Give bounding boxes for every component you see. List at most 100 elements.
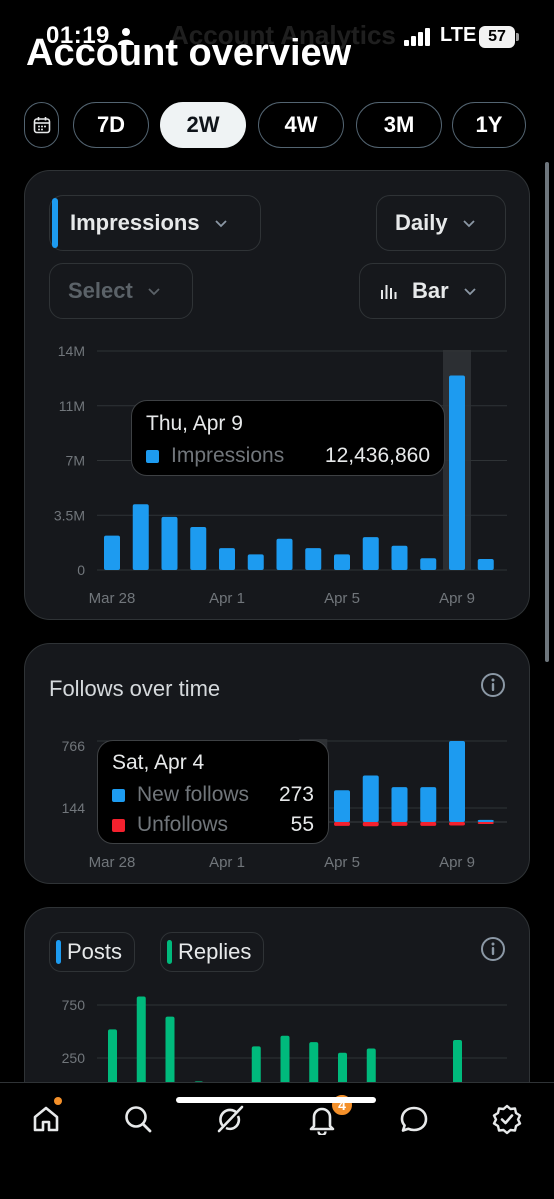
y-tick-label: 0 [77,562,85,578]
x-tick-label: Mar 28 [89,590,136,607]
home-icon [33,1106,59,1132]
y-tick-label: 14M [58,343,85,359]
impressions-tooltip: Thu, Apr 9 Impressions 12,436,860 [131,400,445,476]
follows-tooltip: Sat, Apr 4 New follows 273 Unfollows 55 [97,740,329,844]
chevron-down-icon [464,288,476,296]
impressions-bar [477,559,494,570]
page-heading: Account overview [26,38,352,74]
replies-bar [165,1016,175,1089]
tooltip-row-new-follows: New follows [112,783,249,807]
unfollows-bar [362,822,379,827]
nav-verified-button[interactable] [485,1097,529,1141]
y-tick-label: 3.5M [54,507,85,523]
y-tick-label: 750 [62,997,86,1013]
replies-accent [167,940,172,964]
search-icon [125,1106,152,1133]
impressions-bar [391,545,408,570]
nav-home-button[interactable] [24,1097,68,1141]
new-follows-bar [362,775,379,822]
new-follows-bar [477,819,494,822]
y-tick-label: 144 [62,800,86,816]
interval-dropdown-label: Daily [395,210,448,235]
home-indicator [176,1097,376,1103]
range-7d-button[interactable]: 7D [73,102,149,148]
chart-type-dropdown[interactable]: Bar [359,263,506,319]
info-icon[interactable] [480,672,506,698]
unfollows-bar [391,822,408,826]
home-notification-dot [54,1097,62,1105]
replies-bar [309,1042,319,1089]
x-tick-label: Mar 28 [89,854,136,871]
verified-badge-icon [492,1104,522,1135]
posts-replies-chart[interactable]: 750 250 [25,988,530,1188]
y-tick-label: 11M [59,398,85,414]
info-icon[interactable] [480,936,506,962]
replies-bar [251,1046,261,1089]
tooltip-value: 12,436,860 [324,444,430,467]
x-tick-label: Apr 1 [209,590,245,607]
status-bar: Account Analytics Account overview 01:19… [0,0,554,74]
tooltip-value: 55 [290,813,314,836]
impressions-swatch [146,449,159,463]
unfollows-swatch [112,818,125,832]
tooltip-label: Impressions [171,444,285,467]
follows-card: Follows over time 766 144 Mar 28 Apr 1 Apr 5… [24,643,530,884]
nav-messages-button[interactable] [392,1097,436,1141]
compare-dropdown[interactable]: Select [49,263,193,319]
impressions-bar [420,558,437,570]
tooltip-date: Thu, Apr 9 [146,412,243,435]
metric-accent [52,198,58,248]
x-tick-label: Apr 5 [324,590,360,607]
bar-chart-icon [381,285,397,299]
status-time: 01:19 [46,22,110,49]
replies-tag[interactable]: Replies [160,932,265,972]
y-tick-label: 766 [62,738,86,754]
new-follows-swatch [112,788,125,802]
impressions-bar [362,537,379,570]
chevron-down-icon [214,220,227,228]
person-icon [118,28,134,45]
impressions-card: Impressions Daily Select Bar 0 3.5M 7M 11M 1… [24,170,530,620]
new-follows-bar [334,790,350,822]
calendar-button[interactable] [24,102,59,148]
chevron-down-icon [148,288,160,296]
y-tick-label: 250 [62,1050,86,1066]
x-tick-label: Apr 9 [439,590,475,607]
calendar-icon [33,117,50,134]
range-1y-button[interactable]: 1Y [452,102,526,148]
posts-tag[interactable]: Posts [49,932,136,972]
metric-dropdown[interactable]: Impressions [49,195,261,251]
nav-notifications-button[interactable] [300,1097,344,1141]
range-4w-button[interactable]: 4W [258,102,344,148]
signal-icon [404,28,430,46]
battery-tip [516,33,519,41]
range-3m-button[interactable]: 3M [356,102,442,148]
nav-search-button[interactable] [116,1097,160,1141]
follows-card-title: Follows over time [49,676,221,701]
replies-bar [453,1039,462,1089]
nav-grok-button[interactable] [208,1097,252,1141]
new-follows-bar [449,741,465,822]
scrollbar[interactable] [545,162,549,662]
tooltip-row-unfollows: Unfollows [112,813,228,837]
new-follows-bar [420,787,437,822]
interval-dropdown[interactable]: Daily [376,195,506,251]
impressions-bar [276,538,293,570]
impressions-bar [104,535,120,570]
chevron-down-icon [462,220,475,228]
new-follows-bar [391,787,408,822]
battery-icon: 57 [479,26,515,48]
y-tick-label: 7M [66,453,85,469]
network-label: LTE [440,24,477,46]
posts-tag-label: Posts [67,939,123,964]
range-2w-button[interactable]: 2W [160,102,246,148]
impressions-chart[interactable]: 0 3.5M 7M 11M 14M Mar 28 Apr 1 Apr 5 Apr 9 [25,341,530,620]
replies-bar [280,1035,290,1089]
x-tick-label: Apr 9 [439,854,475,871]
replies-bar [338,1052,347,1089]
tooltip-label: New follows [137,783,250,806]
x-tick-label: Apr 5 [324,854,360,871]
impressions-bar [334,554,350,570]
impressions-bar [132,504,149,570]
unfollows-bar [477,822,494,824]
